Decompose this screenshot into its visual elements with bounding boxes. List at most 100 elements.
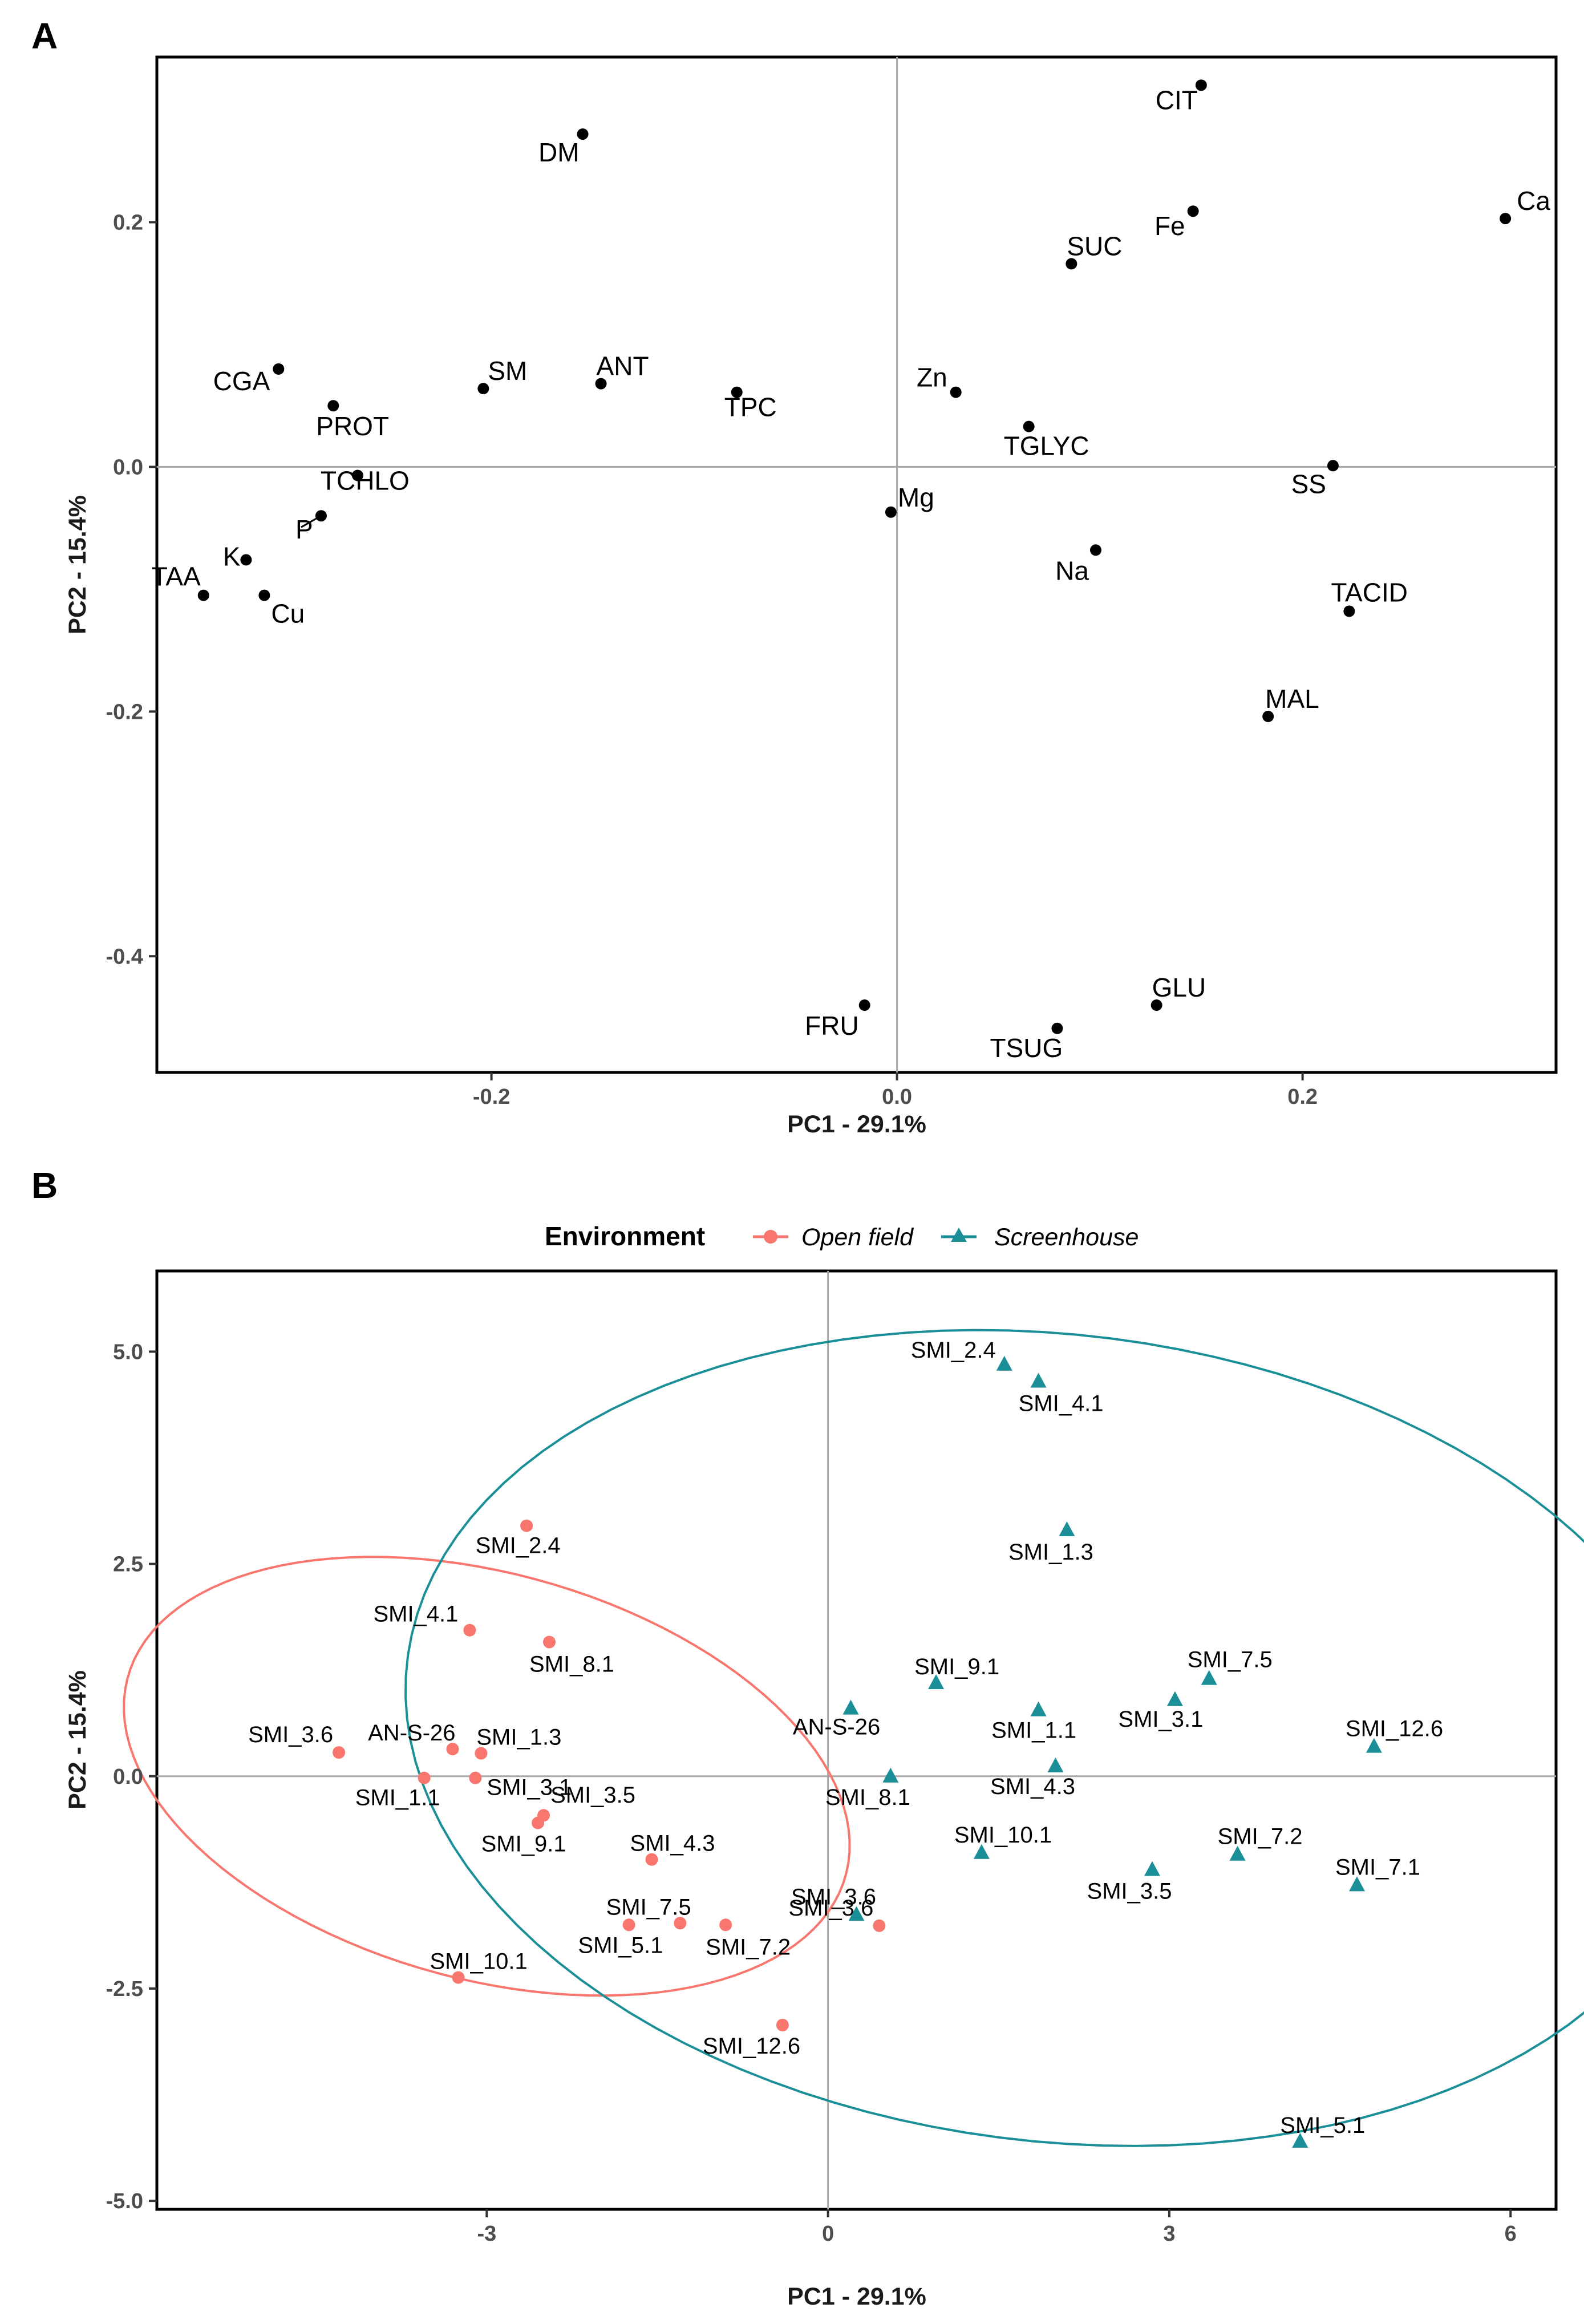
panel-a-ticks: -0.2 0.0 0.2 0.2 0.0 -0.2 -0.4 (106, 211, 1318, 1109)
variable-label-tacid: TACID (1331, 577, 1408, 607)
panel-b-plot: -3 0 3 65.02.50.0-2.5-5.0 SMI_2.4SMI_4.1SMI… (64, 1269, 1584, 2310)
variable-point-prot (327, 400, 339, 412)
label-screenhouse-smi-12-6: SMI_12.6 (1346, 1716, 1443, 1742)
variable-point-taa (197, 589, 209, 601)
legend-open-field-marker (764, 1230, 777, 1244)
label-open-field-smi-12-6: SMI_12.6 (703, 2034, 800, 2059)
label-screenhouse-smi-4-3: SMI_4.3 (990, 1774, 1075, 1799)
legend: Environment Open field Screenhouse (545, 1221, 1139, 1251)
panel-b-y-tick-label-0-0: 0.0 (113, 1765, 143, 1789)
variable-label-fe: Fe (1154, 211, 1185, 241)
variable-label-mg: Mg (898, 483, 934, 512)
label-open-field-smi-1-3: SMI_1.3 (476, 1725, 561, 1750)
label-screenhouse-smi-4-1: SMI_4.1 (1019, 1391, 1104, 1416)
label-screenhouse-smi-3-1: SMI_3.1 (1118, 1707, 1203, 1732)
panel-a-label: A (31, 15, 58, 56)
panel-a-points: CIT DM Ca Fe SUC CGA PROT SM ANT TPC Zn TGLYC SS TCHL… (152, 79, 1550, 1063)
label-screenhouse-smi-7-5: SMI_7.5 (1188, 1647, 1273, 1673)
variable-label-ss: SS (1291, 469, 1326, 499)
point-open-field-smi-4-1 (463, 1623, 476, 1637)
point-open-field-smi-5-1 (674, 1917, 687, 1930)
variable-label-cu: Cu (271, 599, 305, 629)
label-open-field-smi-3-5: SMI_3.5 (550, 1783, 635, 1808)
point-screenhouse-smi-1-3 (1059, 1521, 1075, 1537)
panel-a-y-tick-label-0-2: 0.2 (113, 211, 143, 235)
variable-label-tsug: TSUG (990, 1033, 1063, 1063)
point-open-field-smi-3-1 (469, 1771, 482, 1784)
point-screenhouse-smi-3-5 (1144, 1861, 1161, 1876)
point-screenhouse-smi-7-5 (1201, 1670, 1217, 1685)
variable-label-dm: DM (538, 137, 580, 167)
variable-point-ca (1500, 213, 1512, 225)
panel-a-plot: -0.2 0.0 0.2 0.2 0.0 -0.2 -0.4 CIT DM Ca Fe SUC CGA… (64, 55, 1558, 1138)
variable-label-tchlo: TCHLO (321, 465, 410, 495)
label-open-field-smi-3-1: SMI_3.1 (487, 1775, 572, 1800)
point-open-field-smi-3-6 (873, 1919, 886, 1932)
variable-label-mal: MAL (1265, 684, 1319, 714)
label-open-field-smi-9-1: SMI_9.1 (481, 1832, 566, 1857)
variable-point-cga (273, 363, 285, 375)
point-open-field-smi-10-1 (452, 1971, 465, 1984)
label-open-field-smi-8-1: SMI_8.1 (529, 1652, 614, 1677)
panel-b-label: B (31, 1165, 58, 1206)
variable-label-suc: SUC (1067, 231, 1122, 261)
label-screenhouse-smi-7-1: SMI_7.1 (1335, 1855, 1420, 1880)
variable-point-tpc (731, 386, 743, 398)
ellipse-open-field (123, 1556, 851, 1997)
legend-open-field-label: Open field (801, 1224, 914, 1251)
panel-b-y-axis-title: PC2 - 15.4% (64, 1670, 91, 1809)
variable-point-glu (1150, 999, 1162, 1011)
label-open-field-an-s-26: AN-S-26 (368, 1720, 455, 1746)
label-screenhouse-smi-1-1: SMI_1.1 (991, 1718, 1076, 1743)
point-screenhouse-smi-7-2 (1229, 1845, 1246, 1861)
point-screenhouse-smi-2-4 (996, 1355, 1012, 1371)
label-screenhouse-smi-3-6: SMI_3.6 (791, 1884, 876, 1909)
variable-point-tacid (1343, 605, 1355, 617)
variable-point-ant (595, 378, 607, 390)
panel-a-y-tick-label-0-0: 0.0 (113, 455, 143, 479)
variable-label-tglyc: TGLYC (1004, 431, 1089, 461)
label-screenhouse-smi-1-3: SMI_1.3 (1008, 1540, 1093, 1565)
point-screenhouse-smi-12-6 (1366, 1738, 1382, 1753)
panel-b-x-axis-title: PC1 - 29.1% (787, 2283, 926, 2310)
panel-b-y-tick-label--2-5: -2.5 (106, 1977, 143, 2001)
point-open-field-smi-2-4 (520, 1519, 533, 1532)
panel-b-confidence-ellipses (123, 1329, 1584, 2147)
panel-a-y-axis-title: PC2 - 15.4% (64, 495, 91, 634)
label-screenhouse-smi-9-1: SMI_9.1 (914, 1654, 999, 1679)
variable-label-p: P (295, 515, 313, 544)
label-open-field-smi-3-6: SMI_3.6 (248, 1722, 333, 1747)
label-open-field-smi-7-5: SMI_7.5 (606, 1894, 691, 1920)
point-screenhouse-smi-1-1 (1030, 1701, 1047, 1716)
variable-point-ss (1327, 460, 1339, 472)
panel-a-x-tick-label-0-2: 0.2 (1287, 1085, 1318, 1109)
label-screenhouse-smi-5-1: SMI_5.1 (1280, 2113, 1365, 2138)
point-open-field-smi-7-5 (622, 1918, 635, 1932)
panel-b-points: SMI_2.4 SMI_4.1 SMI_8.1 AN-S-26 SMI_1.3 SMI_3… (248, 1338, 1443, 2148)
variable-label-zn: Zn (917, 363, 947, 392)
panel-b-y-tick-label-5-0: 5.0 (113, 1340, 143, 1364)
label-open-field-smi-10-1: SMI_10.1 (430, 1949, 527, 1974)
variable-point-sm (477, 383, 489, 395)
variable-point-na (1089, 544, 1101, 556)
point-screenhouse-smi-8-1 (882, 1767, 899, 1783)
label-screenhouse-smi-8-1: SMI_8.1 (825, 1785, 910, 1810)
point-open-field-an-s-26 (446, 1743, 459, 1756)
variable-point-zn (950, 386, 962, 398)
point-screenhouse-smi-3-1 (1166, 1691, 1183, 1706)
variable-point-fe (1187, 205, 1199, 217)
panel-b-frame (155, 1269, 1558, 2211)
variable-label-k: K (223, 541, 241, 571)
point-screenhouse-smi-10-1 (973, 1844, 990, 1859)
panel-b-y-tick-label-2-5: 2.5 (113, 1553, 143, 1577)
variable-point-suc (1066, 258, 1077, 270)
panel-b-ticks: -3 0 3 6 5.0 2.5 0.0 -2.5 -5.0 (106, 1340, 1517, 2246)
panel-b-x-tick-label--3: -3 (477, 2222, 496, 2246)
point-screenhouse-smi-5-1 (1292, 2132, 1308, 2148)
point-screenhouse-smi-4-3 (1047, 1757, 1064, 1772)
panel-a-y-tick-label--0-2: -0.2 (106, 700, 143, 724)
label-screenhouse-smi-10-1: SMI_10.1 (954, 1823, 1052, 1848)
point-open-field-smi-3-6 (333, 1746, 346, 1759)
variable-label-tpc: TPC (724, 392, 777, 422)
